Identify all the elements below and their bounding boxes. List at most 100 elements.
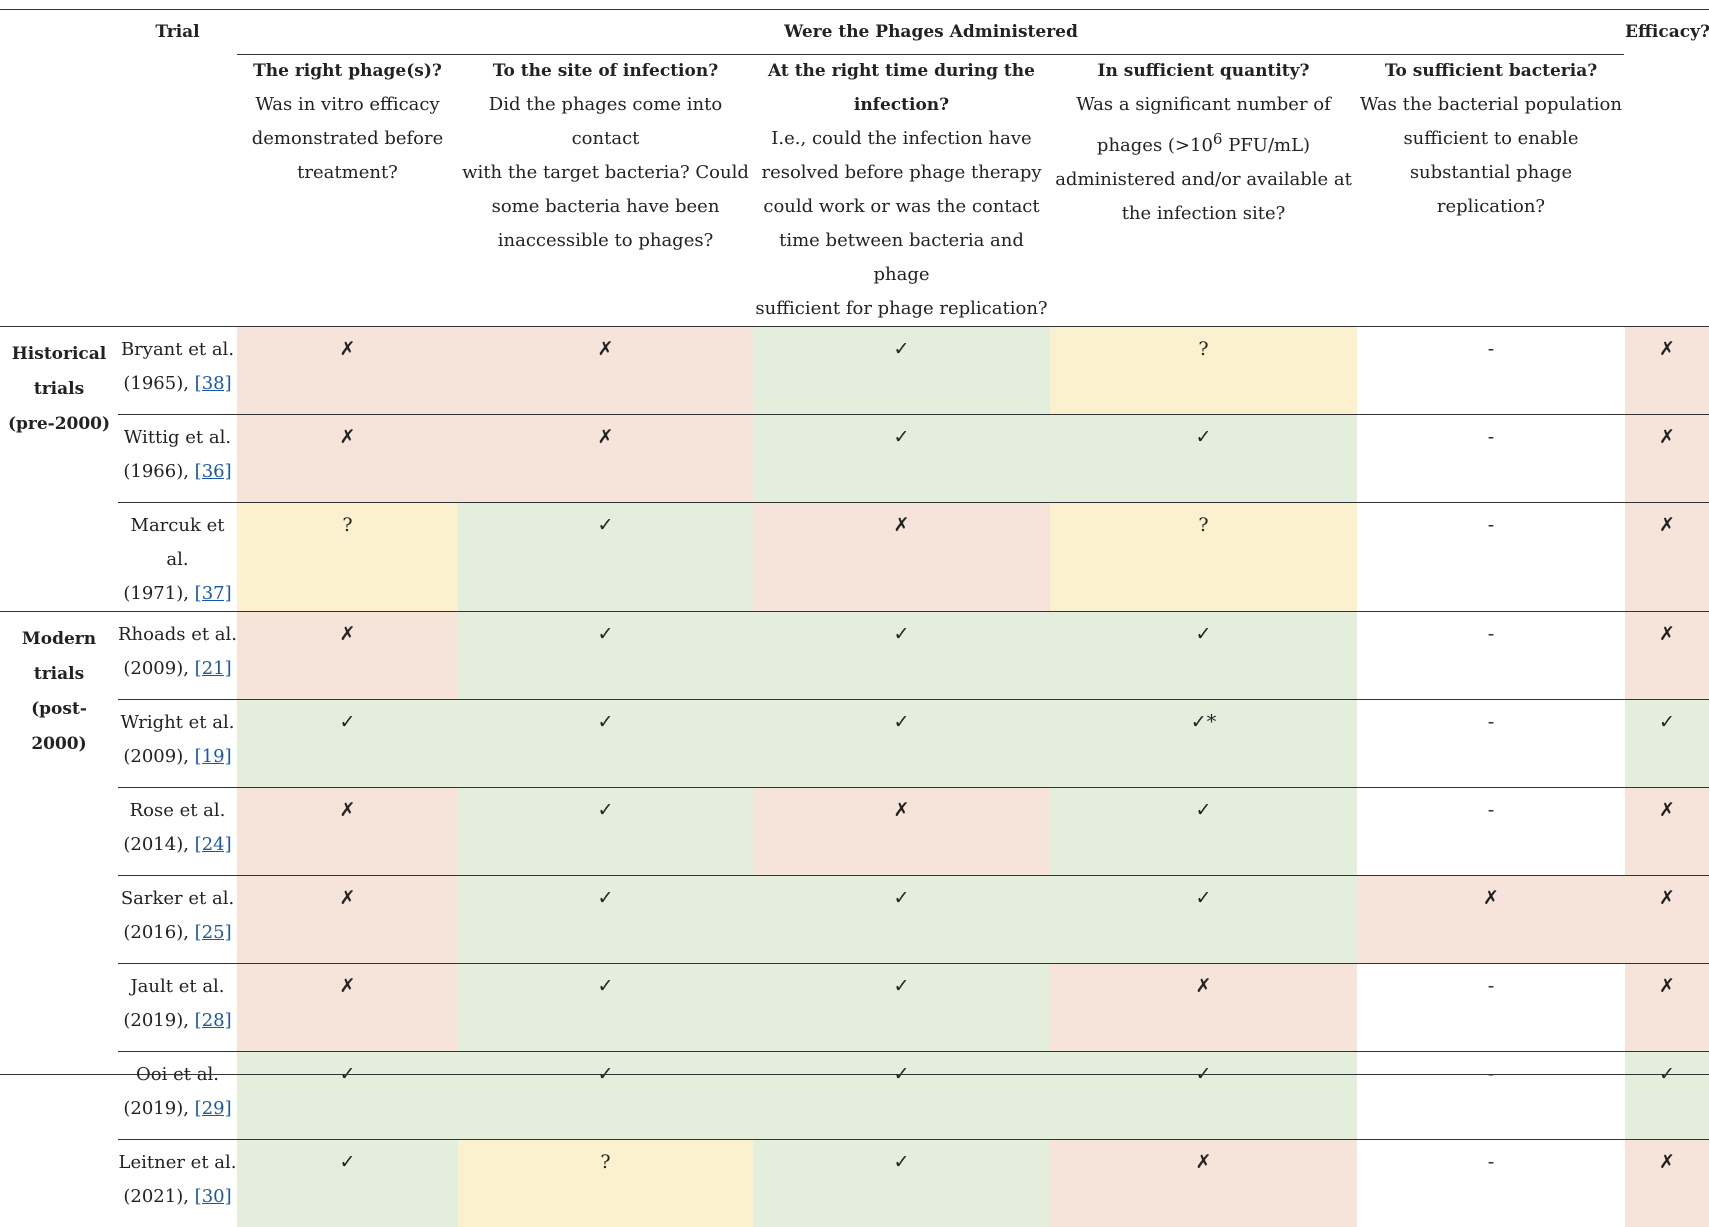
trial-name: Rose et al. [118,794,237,828]
trial-name: Bryant et al. [118,333,237,367]
assessment-cell: ✗ [237,327,458,415]
trial-year: (2009), [19] [118,740,237,774]
assessment-cell: ✓ [237,1140,458,1227]
col-title: The right phage(s)? [237,54,458,88]
reference-link[interactable]: [37] [195,583,232,604]
col-desc-line: some bacteria have been [458,190,753,224]
year-text: (2016), [123,922,194,943]
assessment-cell: ✗ [753,788,1050,876]
assessment-cell: ? [1050,327,1357,415]
assessment-cell: ✓ [458,1052,753,1140]
trial-cell: Jault et al.(2019), [28] [118,964,237,1052]
assessment-cell: ✓ [458,612,753,700]
assessment-cell: ✓ [753,612,1050,700]
assessment-cell: ✗ [237,415,458,503]
trial-year: (2019), [29] [118,1092,237,1126]
trial-year: (1965), [38] [118,367,237,401]
assessment-cell: ✓ [1050,612,1357,700]
assessment-cell: ? [1050,503,1357,612]
reference-link[interactable]: [24] [195,834,232,855]
col-title: At the right time during the [753,54,1050,88]
year-text: (2014), [123,834,194,855]
trial-name: Wittig et al. [118,421,237,455]
col-desc-line: inaccessible to phages? [458,224,753,258]
assessment-cell: ✓ [1050,1052,1357,1140]
trial-name: Leitner et al. [118,1146,237,1180]
year-text: (2021), [123,1186,194,1207]
table-row: Leitner et al.(2021), [30]✓?✓✗-✗ [0,1140,1709,1227]
assessment-cell: ✗ [1357,876,1625,964]
reference-link[interactable]: [29] [195,1098,232,1119]
trial-cell: Sarker et al. (2016), [25] [118,876,237,964]
reference-link[interactable]: [19] [195,746,232,767]
table-row: Marcuk et al.(1971), [37]?✓✗?-✗ [0,503,1709,612]
reference-link[interactable]: [21] [195,658,232,679]
reference-link[interactable]: [30] [195,1186,232,1207]
assessment-cell: ✓ [458,876,753,964]
group-label-line: 2000) [0,727,118,762]
group-label-line: Modern [0,622,118,657]
reference-link[interactable]: [28] [195,1010,232,1031]
assessment-cell: - [1357,415,1625,503]
table-row: Rose et al.(2014), [24]✗✓✗✓-✗ [0,788,1709,876]
trials-table-figure: Trial Were the Phages Administered Effic… [0,0,1709,1081]
trial-cell: Bryant et al.(1965), [38] [118,327,237,415]
col-header-quantity: In sufficient quantity? Was a significan… [1050,45,1357,327]
assessment-cell: ✓ [753,415,1050,503]
assessment-cell: - [1357,1140,1625,1227]
col-desc-line: treatment? [237,156,458,190]
col-desc-line: the infection site? [1050,197,1357,231]
desc-text: phages (>10 [1097,135,1213,156]
group-header: Were the Phages Administered [237,0,1625,45]
year-text: (1966), [123,461,194,482]
col-desc-line: phages (>106 PFU/mL) [1050,122,1357,163]
group-label-line: (pre-2000) [0,407,118,442]
assessment-cell: ✗ [1050,964,1357,1052]
col-desc-line: Did the phages come into contact [458,88,753,156]
assessment-cell: - [1357,964,1625,1052]
trial-name: Wright et al. [118,706,237,740]
trial-year: (1966), [36] [118,455,237,489]
assessment-cell: ✓ [458,503,753,612]
trial-name: Sarker et al. [118,882,237,916]
reference-link[interactable]: [25] [195,922,232,943]
efficacy-cell: ✗ [1625,876,1709,964]
col-desc-line: sufficient for phage replication? [753,292,1050,326]
trial-year: (2019), [28] [118,1004,237,1038]
reference-link[interactable]: [36] [195,461,232,482]
trial-cell: Wittig et al.(1966), [36] [118,415,237,503]
group-label-line: trials [0,372,118,407]
assessment-cell: ✗ [458,327,753,415]
col-title: In sufficient quantity? [1050,54,1357,88]
assessment-cell: ✓ [1050,876,1357,964]
assessment-cell: ✓ [753,327,1050,415]
assessment-cell: - [1357,327,1625,415]
efficacy-cell: ✓ [1625,1052,1709,1140]
assessment-cell: ✓ [753,1052,1050,1140]
reference-link[interactable]: [38] [195,373,232,394]
table-row: Sarker et al.(2016), [25]✗✓✓✓✗✗ [0,876,1709,964]
efficacy-cell: ✗ [1625,788,1709,876]
efficacy-cell: ✗ [1625,1140,1709,1227]
group-label-line: Historical [0,337,118,372]
assessment-cell: ✓ [237,1052,458,1140]
assessment-cell: ✓ [237,700,458,788]
efficacy-cell: ✗ [1625,612,1709,700]
efficacy-cell: ✓ [1625,700,1709,788]
col-title: infection? [753,88,1050,122]
trial-name: Ooi et al. [118,1058,237,1092]
assessment-cell: - [1357,788,1625,876]
assessment-cell: - [1357,612,1625,700]
col-desc-line: could work or was the contact [753,190,1050,224]
col-desc-line: Was in vitro efficacy [237,88,458,122]
group-label-line: (post- [0,692,118,727]
efficacy-cell: ✗ [1625,415,1709,503]
assessment-cell: ✗ [237,788,458,876]
trial-year: (2014), [24] [118,828,237,862]
col-title: To the site of infection? [458,54,753,88]
